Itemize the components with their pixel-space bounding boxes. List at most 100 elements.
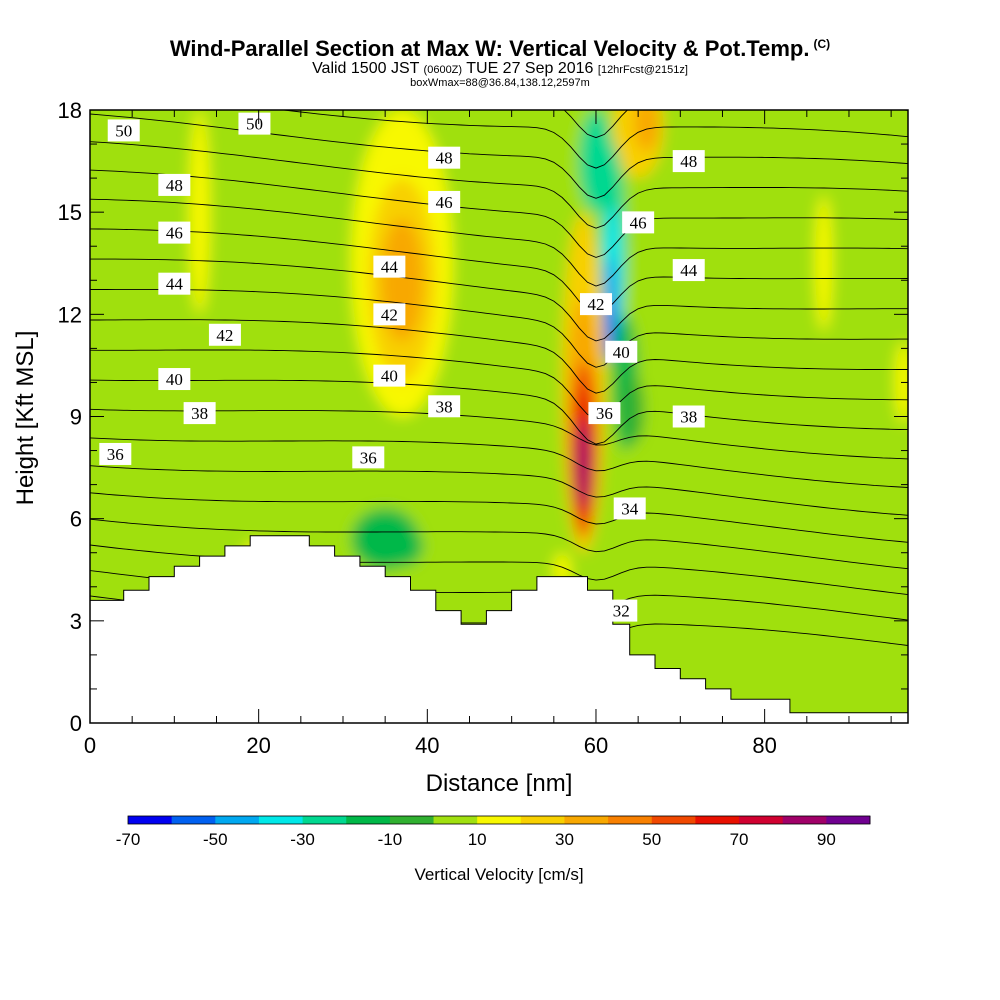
contour-label-text: 50 [246,115,263,134]
contour-label-box [622,211,655,234]
velocity-blob [189,110,210,315]
velocity-blob [380,525,424,567]
x-tick-label: 20 [246,733,270,758]
contour-label: 34 [613,497,646,520]
y-tick-label: 0 [70,711,82,736]
contour-label-box [352,446,385,469]
contour-label-box [428,190,461,213]
contour-label: 44 [672,259,705,282]
contour-label-box [579,293,612,316]
theta-contour-line [90,169,908,258]
contour-label-box [428,395,461,418]
theta-contour-line [90,349,908,420]
contour-label-box [208,323,241,346]
contour-label: 48 [672,150,705,173]
contour-label-box [158,221,191,244]
contour-label-text: 44 [166,275,184,294]
contour-label: 42 [579,293,612,316]
contour-label-text: 44 [680,261,698,280]
colorbar-swatch [782,816,827,824]
colorbar-swatch [433,816,478,824]
contour-label-text: 32 [613,602,630,621]
velocity-blob [579,440,588,489]
contour-label-box [158,368,191,391]
velocity-blob [612,382,782,587]
theta-contour-line [90,258,908,342]
colorbar-swatch [608,816,653,824]
contour-label-text: 46 [630,213,647,232]
contour-label-box [588,402,621,425]
contour-label-text: 40 [381,367,398,386]
contour-label-text: 38 [680,408,697,427]
colorbar-swatch [389,816,435,824]
velocity-blob [503,110,554,485]
colorbar-label: 50 [642,830,661,849]
chart-title-text: Wind-Parallel Section at Max W: Vertical… [169,36,810,61]
contour-label-box [107,119,140,142]
velocity-blob [633,110,660,151]
contour-label-box [99,442,132,465]
contour-label: 38 [428,395,461,418]
x-axis-title: Distance [nm] [426,770,573,797]
theta-contour-line [280,110,908,169]
contour-label-text: 50 [115,121,132,140]
contour-label-text: 38 [436,397,453,416]
contour-label: 40 [605,340,638,363]
velocity-blob [638,559,892,683]
contour-label: 44 [373,255,406,278]
chart-title: Wind-Parallel Section at Max W: Vertical… [0,36,1000,62]
theta-contour-line [90,379,908,445]
y-tick-label: 12 [58,302,82,327]
contour-label-text: 48 [680,152,697,171]
theta-contour-line [90,141,908,229]
colorbar-label: 70 [730,830,749,849]
contour-label: 40 [158,368,191,391]
colorbar-label: -10 [378,830,403,849]
colorbar-label: -50 [203,830,228,849]
theta-contours [90,110,908,646]
y-axis-title: Height [Kft MSL] [12,331,39,506]
contour-label-box [373,255,406,278]
colorbar-swatch [477,816,522,824]
colorbar-label: 10 [468,830,487,849]
colorbar-swatch [346,816,391,824]
contour-label: 44 [158,272,191,295]
contour-label: 36 [99,442,132,465]
contour-label: 42 [208,323,241,346]
contour-label: 36 [588,402,621,425]
contour-label: 38 [672,405,705,428]
valid-prefix: Valid 1500 JST [312,60,420,77]
contour-label-text: 46 [436,193,453,212]
y-tick-label: 3 [70,609,82,634]
velocity-blob [623,375,645,444]
velocity-blob [815,195,833,332]
x-tick-label: 60 [584,733,608,758]
contour-label: 50 [107,119,140,142]
contour-label-box [183,402,216,425]
colorbar-swatch [258,816,304,824]
contour-label-text: 48 [166,176,183,195]
contour-label-box [672,259,705,282]
contour-label: 40 [373,364,406,387]
colorbar: -70 -50 -30 -10 10 30 50 70 90 [116,815,871,849]
colorbar-title: Vertical Velocity [cm/s] [414,865,583,884]
colorbar-swatch [564,816,609,824]
contour-label-box [605,340,638,363]
contour-label-box [158,173,191,196]
theta-contour-line [90,437,908,488]
colorbar-swatch [826,816,871,824]
colorbar-swatch [128,816,173,824]
velocity-blob [756,110,858,247]
colorbar-swatch [302,816,347,824]
theta-contour-line [90,198,908,287]
copyright-mark: (C) [813,36,831,51]
colorbar-swatch [520,816,565,824]
contour-label-box [672,405,705,428]
x-tick-label: 40 [415,733,439,758]
y-tick-label: 9 [70,405,82,430]
colorbar-label: -70 [116,830,141,849]
theta-contour-line [90,288,908,368]
velocity-blob [98,382,166,553]
